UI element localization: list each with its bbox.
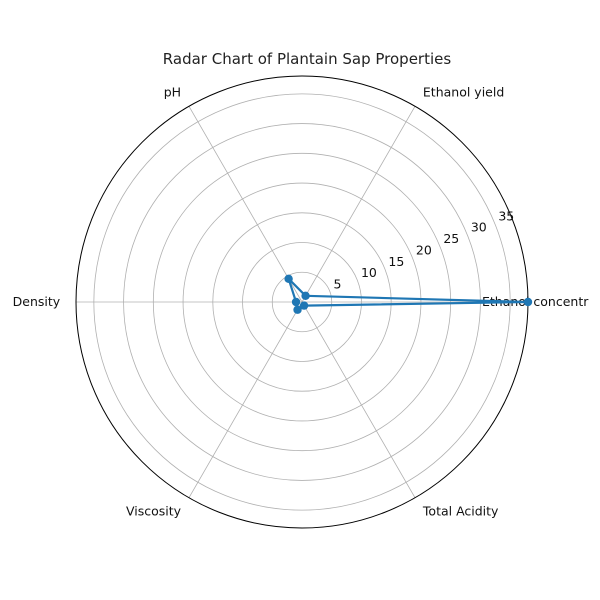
category-label-1: Ethanol yield	[423, 85, 504, 100]
spoke-2	[188, 106, 303, 303]
series-point-1	[301, 291, 310, 301]
series-point-2	[284, 274, 293, 284]
series-point-4	[293, 305, 302, 314]
series-point-0	[523, 297, 533, 307]
tick-label-10: 10	[361, 265, 377, 280]
series-layer	[284, 274, 533, 314]
tick-label-15: 15	[388, 254, 404, 269]
tick-label-25: 25	[443, 231, 459, 246]
chart-title: Radar Chart of Plantain Sap Properties	[163, 50, 452, 68]
spoke-4	[188, 301, 303, 498]
radial-tick-labels: 5 10 15 20 25 30 35	[333, 208, 514, 291]
category-label-3: Density	[13, 294, 61, 309]
tick-label-5: 5	[333, 277, 341, 292]
spoke-5	[301, 301, 416, 498]
spoke-1	[301, 106, 416, 303]
category-label-0: Ethanol concentr	[482, 294, 589, 309]
tick-label-35: 35	[498, 208, 514, 223]
category-label-2: pH	[164, 85, 181, 100]
tick-label-30: 30	[471, 220, 487, 235]
tick-label-20: 20	[416, 242, 432, 257]
series-point-3	[291, 297, 301, 307]
category-label-5: Total Acidity	[422, 503, 499, 518]
category-labels: Ethanol concentr Ethanol yield pH Density Vi…	[13, 85, 590, 519]
category-label-4: Viscosity	[126, 503, 182, 518]
series-point-5	[299, 301, 309, 310]
